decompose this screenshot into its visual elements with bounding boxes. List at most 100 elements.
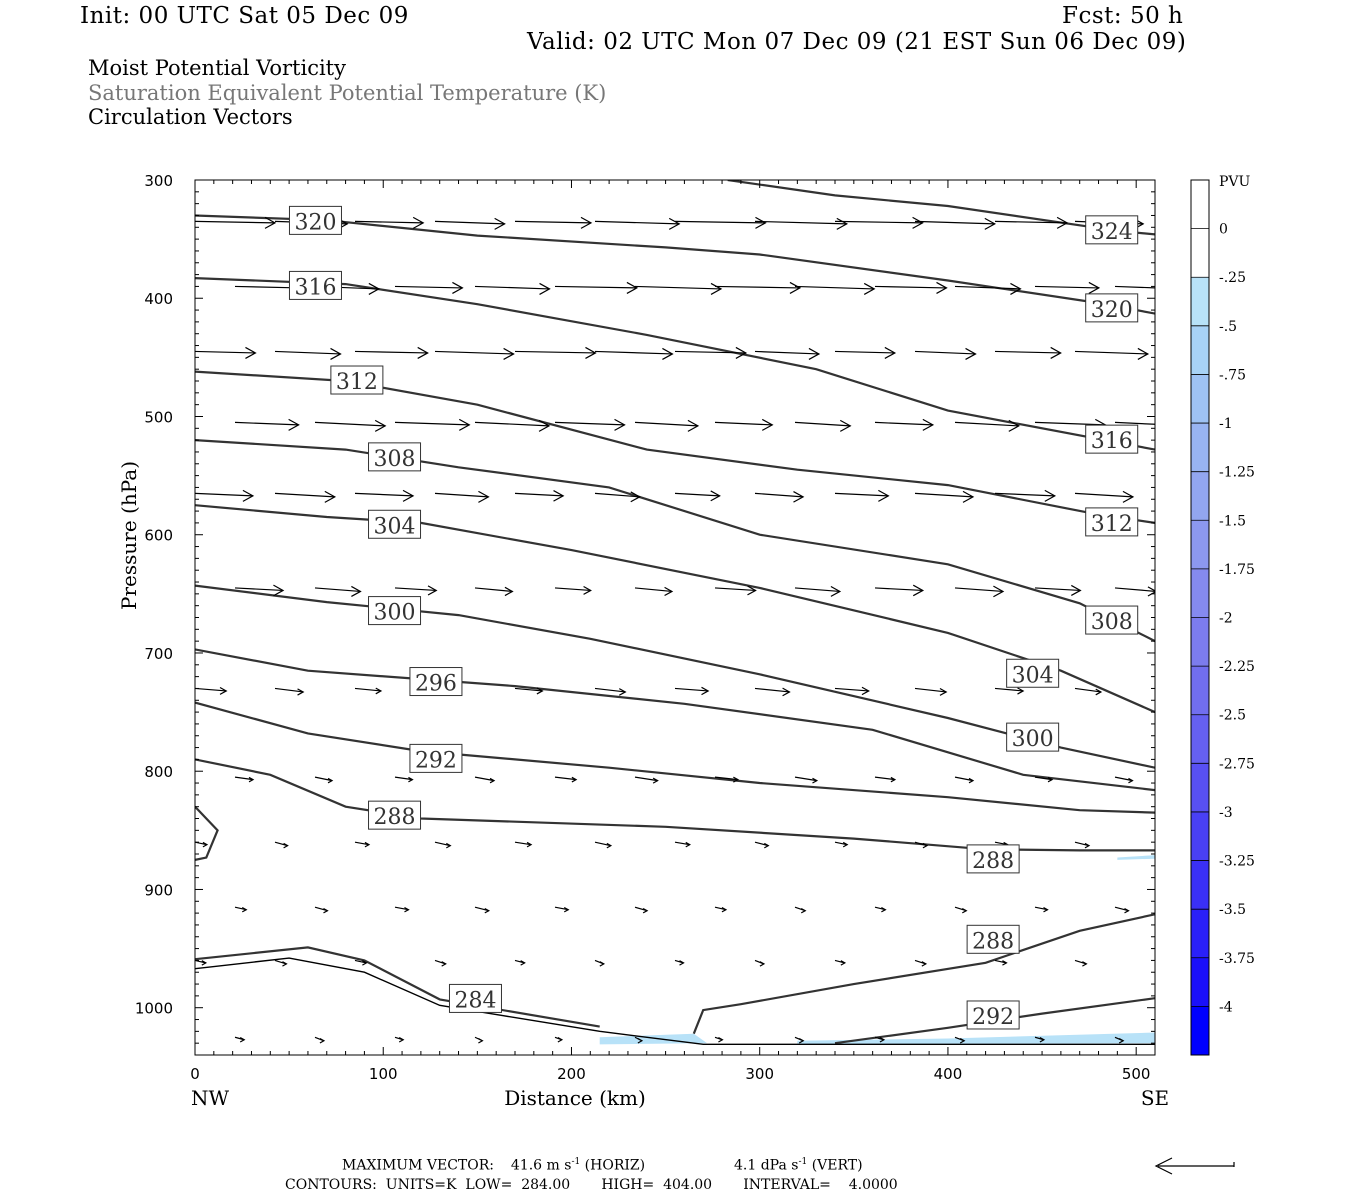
vector-arrow — [1034, 1036, 1046, 1043]
colorbar-swatch — [1191, 228, 1209, 278]
contour-label-text: 300 — [1012, 727, 1054, 752]
vector-arrow — [994, 216, 1069, 229]
vector-arrow — [834, 959, 847, 966]
y-tick-label: 1000 — [135, 1000, 173, 1018]
contour-288 — [195, 758, 1155, 852]
vector-arrow — [514, 959, 526, 966]
contour-label: 308 — [368, 442, 422, 472]
vector-arrow — [434, 490, 490, 503]
vector-arrow — [594, 687, 627, 696]
contour-label-text: 304 — [374, 514, 416, 539]
contour-label-text: 312 — [1091, 512, 1133, 537]
pv-shading — [599, 855, 1155, 1045]
vector-arrow — [794, 1036, 805, 1044]
vector-arrow — [1034, 584, 1082, 596]
pv-region — [797, 1032, 1155, 1045]
pv-region — [1117, 855, 1155, 860]
vector-arrow — [314, 419, 387, 432]
vector-arrow — [434, 959, 447, 967]
colorbar-label: -1 — [1219, 416, 1233, 432]
vector-arrow — [474, 776, 496, 784]
colorbar-label: -3 — [1219, 805, 1233, 821]
contour-closed — [195, 805, 219, 861]
vector-arrow — [634, 1036, 644, 1044]
vector-arrow — [634, 586, 674, 597]
vector-arrow — [714, 281, 802, 294]
vector-arrow — [195, 346, 257, 359]
contour-label: 324 — [1085, 215, 1139, 245]
contour-label-text: 288 — [972, 849, 1014, 874]
vector-arrow — [754, 347, 821, 360]
vector-arrow — [1074, 347, 1150, 360]
vector-arrow — [1074, 959, 1088, 967]
max-vector-line: MAXIMUM VECTOR: 41.6 m s-1 (HORIZ) 4.1 d… — [342, 1157, 863, 1174]
vector-arrow — [954, 282, 1022, 295]
vector-arrow — [914, 217, 997, 230]
max-horiz-value: 41.6 m s — [510, 1157, 572, 1174]
max-vert-value: 4.1 dPa s — [734, 1157, 799, 1174]
vector-arrow — [1114, 906, 1130, 914]
colorbar: PVU 0 -.25 -.5 -.75 -1 -1.25 -1.5 -1.75 -2 -2.25 -2… — [1190, 174, 1255, 1056]
colorbar-swatch — [1191, 763, 1209, 812]
vector-arrow — [594, 491, 641, 503]
vector-arrow — [714, 776, 740, 783]
reference-vector-arrow — [1154, 1157, 1235, 1175]
vector-arrow — [754, 687, 791, 697]
contour-label: 300 — [368, 596, 422, 626]
vector-arrow — [514, 490, 565, 502]
contour-label-text: 316 — [1091, 429, 1133, 454]
x-end-label-se: SE — [1141, 1086, 1169, 1110]
y-axis-label: Pressure (hPa) — [117, 461, 141, 610]
vector-arrow — [314, 776, 334, 784]
vector-arrow — [594, 841, 613, 849]
vector-arrow — [514, 687, 544, 695]
contour-label: 308 — [1085, 605, 1139, 635]
contour-label-text: 288 — [972, 929, 1014, 954]
x-tick-label: 400 — [934, 1065, 963, 1083]
contour-316 — [195, 277, 1155, 451]
vector-arrow — [394, 418, 471, 431]
vector-arrow — [354, 959, 368, 966]
vector-arrow — [554, 1036, 564, 1043]
vector-arrow — [354, 216, 425, 229]
title-mpv: Moist Potential Vorticity — [88, 56, 346, 80]
vector-arrow — [274, 347, 342, 360]
colorbar-label: -.75 — [1219, 367, 1246, 383]
vector-arrow — [634, 419, 700, 432]
vector-arrow — [674, 959, 685, 966]
vector-arrow — [514, 346, 597, 359]
vector-arrow — [195, 959, 208, 966]
forecast-hour: Fcst: 50 h — [1062, 3, 1184, 29]
colorbar-label: -4 — [1219, 999, 1233, 1015]
plot-frame — [194, 179, 1156, 1056]
colorbar-swatch — [1191, 714, 1209, 764]
vector-arrow — [195, 841, 209, 848]
max-vector-label: MAXIMUM VECTOR: — [342, 1157, 494, 1174]
colorbar-title: PVU — [1219, 174, 1251, 190]
vector-arrow — [274, 687, 305, 696]
vector-arrow — [234, 584, 285, 597]
vector-arrow — [354, 346, 429, 359]
vector-arrow — [514, 216, 593, 229]
vector-arrow — [354, 687, 383, 695]
vector-arrow — [794, 776, 819, 784]
colorbar-swatch — [1191, 568, 1209, 618]
vector-arrow — [954, 1036, 966, 1044]
theta-es-contours — [195, 180, 1155, 1046]
vector-arrow — [554, 776, 578, 783]
contour-label: 292 — [409, 743, 463, 773]
vector-arrow — [474, 1036, 484, 1044]
vector-arrow — [314, 906, 329, 914]
vert-unit: (VERT) — [811, 1157, 863, 1174]
vector-arrow — [874, 418, 935, 431]
contour-label-text: 324 — [1091, 220, 1133, 245]
vector-arrow — [674, 686, 710, 696]
contour-308 — [195, 439, 1155, 643]
vector-arrow — [554, 281, 639, 294]
vector-arrow — [674, 841, 691, 848]
contour-label: 292 — [966, 1000, 1020, 1030]
vector-arrow — [674, 346, 748, 359]
contour-296 — [195, 648, 1155, 792]
vector-arrow — [1114, 285, 1155, 289]
vector-arrow — [994, 687, 1025, 695]
